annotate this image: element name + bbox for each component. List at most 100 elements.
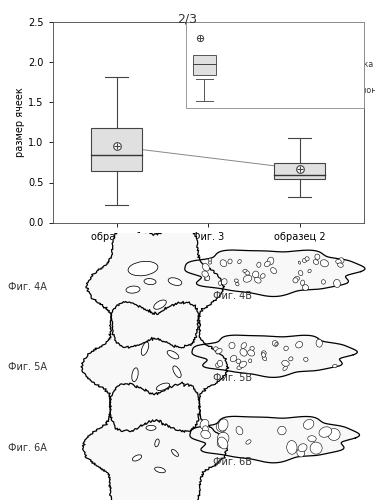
Ellipse shape (209, 258, 212, 262)
Ellipse shape (228, 259, 232, 264)
Polygon shape (81, 302, 229, 432)
Ellipse shape (257, 262, 261, 268)
Ellipse shape (275, 342, 278, 345)
Ellipse shape (303, 420, 314, 430)
Ellipse shape (146, 426, 156, 430)
Ellipse shape (328, 428, 340, 440)
Text: Фиг. 4В: Фиг. 4В (213, 290, 252, 300)
Ellipse shape (236, 282, 239, 286)
Text: Фиг. 5В: Фиг. 5В (213, 373, 252, 383)
Ellipse shape (154, 300, 166, 310)
Ellipse shape (294, 276, 300, 280)
Ellipse shape (202, 271, 208, 277)
Ellipse shape (200, 420, 209, 429)
Ellipse shape (234, 279, 238, 282)
Ellipse shape (249, 359, 252, 362)
Ellipse shape (267, 257, 274, 265)
Ellipse shape (201, 430, 210, 438)
Text: Фиг. 6А: Фиг. 6А (8, 443, 47, 453)
Ellipse shape (261, 351, 266, 356)
Ellipse shape (238, 260, 241, 264)
Ellipse shape (229, 342, 235, 348)
Ellipse shape (141, 342, 149, 355)
FancyBboxPatch shape (193, 56, 216, 76)
Ellipse shape (261, 274, 265, 278)
Ellipse shape (248, 350, 255, 356)
Ellipse shape (240, 348, 247, 356)
Ellipse shape (262, 352, 266, 358)
Ellipse shape (271, 268, 277, 274)
Text: 2/3: 2/3 (177, 12, 198, 26)
Ellipse shape (218, 419, 228, 431)
Ellipse shape (250, 346, 254, 350)
Ellipse shape (298, 261, 300, 264)
Ellipse shape (289, 357, 293, 361)
Ellipse shape (155, 439, 159, 447)
Ellipse shape (296, 342, 303, 348)
Ellipse shape (255, 278, 261, 283)
Ellipse shape (128, 262, 158, 276)
Ellipse shape (316, 339, 322, 347)
Ellipse shape (202, 264, 209, 271)
Ellipse shape (237, 366, 242, 370)
Ellipse shape (243, 276, 252, 282)
Ellipse shape (283, 366, 287, 370)
Ellipse shape (126, 286, 140, 293)
Ellipse shape (219, 281, 222, 285)
Ellipse shape (282, 360, 289, 366)
Ellipse shape (205, 275, 210, 280)
Ellipse shape (278, 426, 286, 435)
Ellipse shape (315, 254, 320, 260)
Ellipse shape (264, 261, 270, 266)
Ellipse shape (209, 261, 212, 264)
Ellipse shape (246, 440, 251, 444)
Ellipse shape (310, 442, 322, 454)
Polygon shape (86, 225, 224, 348)
Ellipse shape (144, 278, 156, 284)
Polygon shape (185, 250, 365, 296)
Ellipse shape (313, 260, 318, 264)
Ellipse shape (216, 363, 220, 368)
Ellipse shape (217, 439, 225, 448)
Ellipse shape (303, 258, 307, 262)
Ellipse shape (336, 260, 341, 264)
Ellipse shape (262, 356, 267, 360)
Ellipse shape (230, 356, 237, 362)
Ellipse shape (216, 350, 220, 354)
Ellipse shape (338, 263, 343, 268)
Ellipse shape (308, 270, 311, 273)
Ellipse shape (202, 426, 208, 433)
Bar (91, 128, 142, 172)
Ellipse shape (220, 260, 227, 266)
Ellipse shape (171, 450, 178, 456)
Text: ⊕  среднее значение: ⊕ среднее значение (214, 34, 304, 43)
Ellipse shape (156, 383, 170, 390)
Ellipse shape (245, 270, 249, 275)
Ellipse shape (173, 366, 181, 378)
Ellipse shape (217, 360, 223, 366)
Ellipse shape (132, 368, 138, 382)
Ellipse shape (303, 284, 309, 290)
Ellipse shape (216, 348, 222, 354)
Ellipse shape (241, 342, 246, 348)
Ellipse shape (239, 361, 246, 368)
FancyBboxPatch shape (186, 22, 364, 108)
Ellipse shape (168, 278, 182, 285)
Ellipse shape (252, 271, 259, 278)
Ellipse shape (334, 280, 340, 287)
Ellipse shape (243, 270, 247, 272)
Ellipse shape (154, 467, 165, 473)
Ellipse shape (308, 436, 316, 442)
Ellipse shape (272, 340, 278, 346)
Text: |-+/- среднеквадратическое отклонение: |-+/- среднеквадратическое отклонение (224, 86, 375, 95)
Ellipse shape (204, 276, 210, 280)
Ellipse shape (305, 256, 309, 261)
Polygon shape (190, 416, 360, 463)
Text: Фиг. 6В: Фиг. 6В (213, 457, 252, 467)
Ellipse shape (333, 364, 337, 368)
Ellipse shape (236, 359, 240, 364)
Ellipse shape (297, 448, 305, 457)
Ellipse shape (132, 455, 142, 461)
Ellipse shape (301, 280, 304, 285)
Ellipse shape (338, 258, 344, 264)
